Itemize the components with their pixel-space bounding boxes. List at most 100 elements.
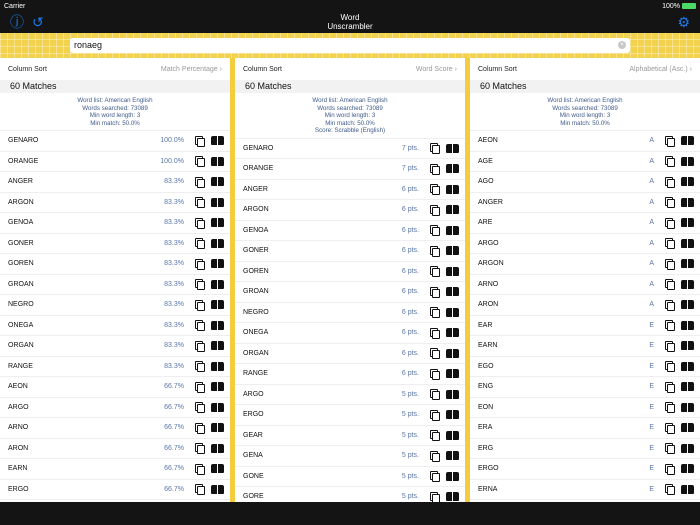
- copy-icon[interactable]: [194, 340, 205, 352]
- list-item[interactable]: AEON A: [470, 131, 700, 152]
- help-icon[interactable]: ⓙ: [10, 14, 24, 30]
- dictionary-book-icon[interactable]: [446, 307, 459, 317]
- list-item[interactable]: ARGON A: [470, 254, 700, 275]
- copy-icon[interactable]: [664, 402, 675, 414]
- list-item[interactable]: GONE 5 pts.: [235, 467, 465, 487]
- copy-icon[interactable]: [664, 217, 675, 229]
- dictionary-book-icon[interactable]: [446, 471, 459, 481]
- copy-icon[interactable]: [194, 156, 205, 168]
- copy-icon[interactable]: [664, 422, 675, 434]
- dictionary-book-icon[interactable]: [681, 361, 694, 371]
- copy-icon[interactable]: [429, 491, 440, 502]
- list-item[interactable]: ORANGE 100.0%: [0, 152, 230, 172]
- copy-icon[interactable]: [429, 307, 440, 319]
- dictionary-book-icon[interactable]: [211, 300, 224, 310]
- settings-gear-icon[interactable]: ⚙: [677, 14, 690, 30]
- copy-icon[interactable]: [194, 279, 205, 291]
- list-item[interactable]: EGO E: [470, 357, 700, 377]
- list-item[interactable]: ORGAN 6 pts.: [235, 344, 465, 364]
- dictionary-book-icon[interactable]: [681, 218, 694, 228]
- copy-icon[interactable]: [194, 135, 205, 147]
- copy-icon[interactable]: [194, 176, 205, 188]
- dictionary-book-icon[interactable]: [446, 348, 459, 358]
- copy-icon[interactable]: [194, 381, 205, 393]
- copy-icon[interactable]: [429, 348, 440, 360]
- list-item[interactable]: ARON 66.7%: [0, 439, 230, 459]
- dictionary-book-icon[interactable]: [446, 143, 459, 153]
- copy-icon[interactable]: [664, 299, 675, 311]
- list-item[interactable]: EON E: [470, 398, 700, 418]
- dictionary-book-icon[interactable]: [211, 259, 224, 269]
- list-item[interactable]: GONER 83.3%: [0, 234, 230, 254]
- dictionary-book-icon[interactable]: [446, 492, 459, 502]
- list-item[interactable]: ANGER 6 pts.: [235, 180, 465, 200]
- list-item[interactable]: GORE 5 pts.: [235, 487, 465, 502]
- list-item[interactable]: ARON A: [470, 295, 700, 316]
- copy-icon[interactable]: [429, 204, 440, 216]
- copy-icon[interactable]: [664, 238, 675, 250]
- list-item[interactable]: GROAN 6 pts.: [235, 282, 465, 303]
- copy-icon[interactable]: [664, 135, 675, 147]
- copy-icon[interactable]: [429, 450, 440, 462]
- copy-icon[interactable]: [664, 279, 675, 291]
- list-item[interactable]: GOREN 83.3%: [0, 254, 230, 275]
- dictionary-book-icon[interactable]: [446, 369, 459, 379]
- copy-icon[interactable]: [664, 443, 675, 455]
- list-item[interactable]: GENA 5 pts.: [235, 446, 465, 467]
- dictionary-book-icon[interactable]: [681, 156, 694, 166]
- list-item[interactable]: ORGAN 83.3%: [0, 336, 230, 357]
- copy-icon[interactable]: [194, 463, 205, 475]
- copy-icon[interactable]: [194, 238, 205, 250]
- clear-icon[interactable]: ×: [618, 41, 626, 49]
- list-item[interactable]: ERGO E: [470, 459, 700, 480]
- dictionary-book-icon[interactable]: [681, 382, 694, 392]
- copy-icon[interactable]: [194, 197, 205, 209]
- dictionary-book-icon[interactable]: [446, 451, 459, 461]
- copy-icon[interactable]: [664, 340, 675, 352]
- dictionary-book-icon[interactable]: [681, 423, 694, 433]
- copy-icon[interactable]: [429, 143, 440, 155]
- dictionary-book-icon[interactable]: [446, 328, 459, 338]
- list-item[interactable]: ERG E: [470, 439, 700, 459]
- copy-icon[interactable]: [429, 327, 440, 339]
- dictionary-book-icon[interactable]: [681, 402, 694, 412]
- list-item[interactable]: RANGE 83.3%: [0, 357, 230, 377]
- dictionary-book-icon[interactable]: [211, 484, 224, 494]
- search-input[interactable]: ronaeg ×: [70, 38, 630, 53]
- search-value[interactable]: ronaeg: [74, 40, 103, 50]
- list-item[interactable]: AEON 66.7%: [0, 377, 230, 398]
- list-item[interactable]: GROAN 83.3%: [0, 275, 230, 295]
- copy-icon[interactable]: [194, 361, 205, 373]
- column-sort-button[interactable]: Column Sort Match Percentage ›: [0, 58, 230, 80]
- list-item[interactable]: ARNO A: [470, 275, 700, 295]
- history-icon[interactable]: ↺: [32, 14, 44, 30]
- list-item[interactable]: GENARO 100.0%: [0, 131, 230, 152]
- copy-icon[interactable]: [429, 266, 440, 278]
- dictionary-book-icon[interactable]: [681, 300, 694, 310]
- copy-icon[interactable]: [429, 368, 440, 380]
- dictionary-book-icon[interactable]: [211, 156, 224, 166]
- copy-icon[interactable]: [664, 176, 675, 188]
- copy-icon[interactable]: [194, 217, 205, 229]
- copy-icon[interactable]: [429, 163, 440, 175]
- list-item[interactable]: GENARO 7 pts.: [235, 139, 465, 159]
- list-item[interactable]: AGO A: [470, 172, 700, 193]
- dictionary-book-icon[interactable]: [681, 136, 694, 146]
- copy-icon[interactable]: [664, 463, 675, 475]
- list-item[interactable]: ARE A: [470, 213, 700, 234]
- dictionary-book-icon[interactable]: [681, 197, 694, 207]
- dictionary-book-icon[interactable]: [211, 136, 224, 146]
- dictionary-book-icon[interactable]: [211, 218, 224, 228]
- dictionary-book-icon[interactable]: [681, 279, 694, 289]
- copy-icon[interactable]: [664, 361, 675, 373]
- dictionary-book-icon[interactable]: [211, 402, 224, 412]
- list-item[interactable]: GONER 6 pts.: [235, 241, 465, 262]
- list-item[interactable]: ERA E: [470, 418, 700, 439]
- dictionary-book-icon[interactable]: [446, 225, 459, 235]
- list-item[interactable]: ARGO 66.7%: [0, 398, 230, 418]
- list-item[interactable]: ERGO 5 pts.: [235, 405, 465, 426]
- column-sort-button[interactable]: Column Sort Alphabetical (Asc.) ›: [470, 58, 700, 80]
- dictionary-book-icon[interactable]: [211, 238, 224, 248]
- list-item[interactable]: ONEGA 6 pts.: [235, 323, 465, 344]
- list-item[interactable]: ARGON 6 pts.: [235, 200, 465, 221]
